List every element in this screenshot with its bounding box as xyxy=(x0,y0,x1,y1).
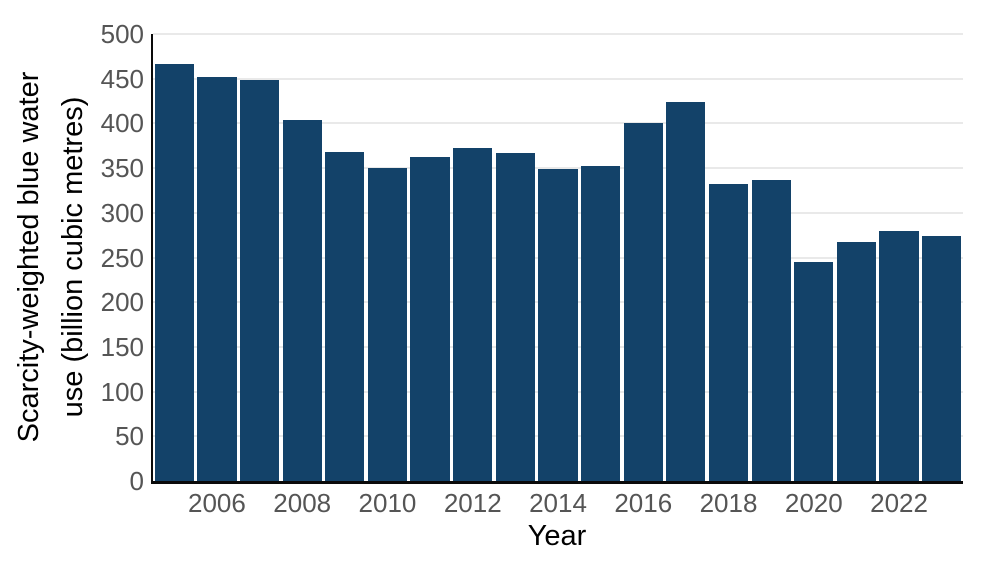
bar-2015 xyxy=(581,166,621,481)
y-tick-label-50: 50 xyxy=(115,421,144,452)
y-tick-label-100: 100 xyxy=(100,376,144,407)
y-axis-line xyxy=(151,34,153,483)
bar-2020 xyxy=(794,261,834,481)
bar-2017 xyxy=(666,101,706,481)
y-tick-label-250: 250 xyxy=(100,242,144,273)
gridline-400 xyxy=(153,122,963,125)
x-tick-label-2016: 2016 xyxy=(614,488,673,518)
x-tick-label-2020: 2020 xyxy=(784,488,843,518)
y-tick-label-300: 300 xyxy=(100,197,144,228)
bar-2012 xyxy=(453,148,493,481)
bar-2016 xyxy=(623,122,663,481)
x-axis-title: Year xyxy=(527,520,587,552)
bar-2009 xyxy=(325,152,365,481)
bar-2007 xyxy=(239,79,280,481)
bar-2006 xyxy=(197,76,237,481)
gridline-500 xyxy=(153,33,963,35)
bar-2005 xyxy=(154,64,194,481)
x-tick-label-2012: 2012 xyxy=(443,488,502,518)
x-tick-label-2014: 2014 xyxy=(529,488,587,518)
y-tick-label-200: 200 xyxy=(100,287,144,318)
bar-2021 xyxy=(836,242,877,481)
x-axis-line xyxy=(151,481,963,484)
bar-2022 xyxy=(879,230,919,481)
bar-2018 xyxy=(708,184,749,481)
y-tick-label-450: 450 xyxy=(100,63,144,94)
x-tick-label-2008: 2008 xyxy=(273,488,332,518)
y-tick-label-500: 500 xyxy=(100,19,144,49)
y-tick-label-0: 0 xyxy=(129,466,144,496)
bar-2019 xyxy=(751,179,791,481)
bar-2008 xyxy=(282,119,322,481)
gridline-450 xyxy=(153,77,963,80)
bar-2014 xyxy=(538,169,578,481)
y-tick-label-400: 400 xyxy=(100,108,144,139)
y-tick-label-150: 150 xyxy=(100,331,144,362)
bar-2013 xyxy=(495,152,535,481)
gridline-350 xyxy=(153,167,963,170)
bar-2010 xyxy=(367,168,408,481)
plot-area xyxy=(153,33,963,481)
bar-2011 xyxy=(410,157,450,481)
bar-2023 xyxy=(922,236,962,481)
x-tick-label-2018: 2018 xyxy=(699,488,758,518)
x-tick-label-2010: 2010 xyxy=(358,488,417,518)
y-tick-label-350: 350 xyxy=(100,153,144,184)
x-tick-label-2006: 2006 xyxy=(188,488,246,518)
x-tick-label-2022: 2022 xyxy=(870,488,928,518)
